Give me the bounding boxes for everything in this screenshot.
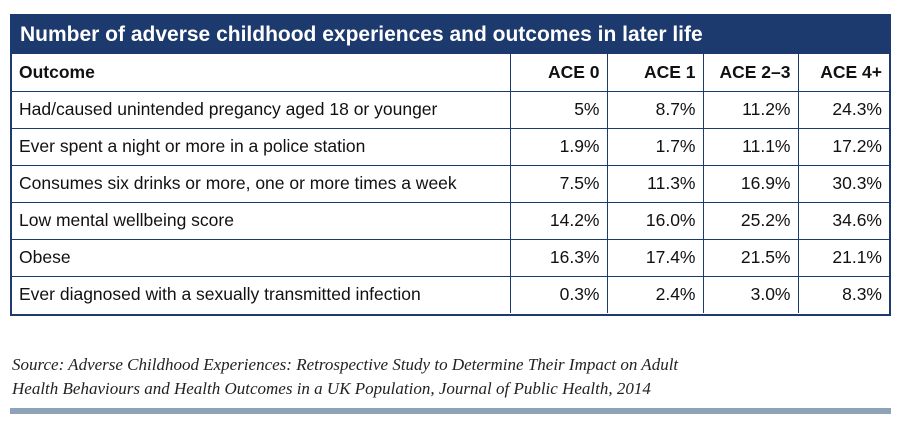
table-title: Number of adverse childhood experiences … [12,16,889,54]
outcome-cell: Low mental wellbeing score [12,201,511,240]
source-citation: Source: Adverse Childhood Experiences: R… [12,353,882,401]
value-cell: 17.2% [797,127,889,166]
outcome-cell: Ever diagnosed with a sexually transmitt… [12,275,511,313]
outcome-cell: Had/caused unintended pregancy aged 18 o… [12,90,511,129]
column-header-ace-1: ACE 1 [606,54,704,92]
value-cell: 30.3% [797,164,889,203]
column-header-ace-0: ACE 0 [509,54,608,92]
value-cell: 14.2% [509,201,608,240]
table-row: Obese 16.3% 17.4% 21.5% 21.1% [12,238,889,277]
outcome-cell: Consumes six drinks or more, one or more… [12,164,511,203]
outcome-cell: Obese [12,238,511,277]
value-cell: 3.0% [702,275,799,313]
table-row: Had/caused unintended pregancy aged 18 o… [12,90,889,129]
value-cell: 11.2% [702,90,799,129]
table-frame: Number of adverse childhood experiences … [10,14,891,316]
value-cell: 7.5% [509,164,608,203]
value-cell: 17.4% [606,238,704,277]
value-cell: 11.3% [606,164,704,203]
value-cell: 11.1% [702,127,799,166]
value-cell: 21.1% [797,238,889,277]
value-cell: 16.9% [702,164,799,203]
source-line-2: Health Behaviours and Health Outcomes in… [12,379,651,398]
value-cell: 1.7% [606,127,704,166]
value-cell: 16.0% [606,201,704,240]
column-header-ace-4-plus: ACE 4+ [797,54,889,92]
value-cell: 34.6% [797,201,889,240]
outcomes-table: Outcome ACE 0 ACE 1 ACE 2–3 ACE 4+ Had/c… [12,54,889,313]
table-row: Low mental wellbeing score 14.2% 16.0% 2… [12,201,889,240]
value-cell: 25.2% [702,201,799,240]
value-cell: 2.4% [606,275,704,313]
value-cell: 24.3% [797,90,889,129]
column-header-outcome: Outcome [12,54,511,92]
value-cell: 16.3% [509,238,608,277]
value-cell: 0.3% [509,275,608,313]
source-line-1: Source: Adverse Childhood Experiences: R… [12,355,679,374]
footer-rule [10,408,891,414]
outcome-cell: Ever spent a night or more in a police s… [12,127,511,166]
value-cell: 8.7% [606,90,704,129]
column-header-ace-2-3: ACE 2–3 [702,54,799,92]
table-row: Consumes six drinks or more, one or more… [12,164,889,203]
value-cell: 1.9% [509,127,608,166]
table-row: Ever spent a night or more in a police s… [12,127,889,166]
value-cell: 5% [509,90,608,129]
value-cell: 21.5% [702,238,799,277]
table-row: Ever diagnosed with a sexually transmitt… [12,275,889,313]
table-header-row: Outcome ACE 0 ACE 1 ACE 2–3 ACE 4+ [12,54,889,92]
value-cell: 8.3% [797,275,889,313]
